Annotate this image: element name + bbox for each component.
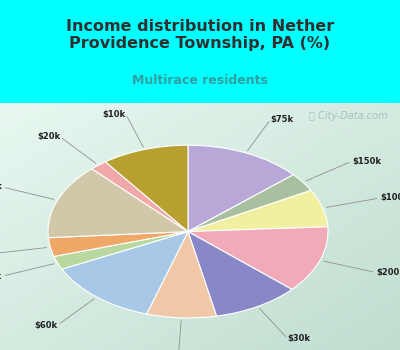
Wedge shape	[147, 232, 216, 318]
Text: $20k: $20k	[37, 132, 60, 141]
Wedge shape	[188, 232, 292, 316]
Text: Income distribution in Nether
Providence Township, PA (%): Income distribution in Nether Providence…	[66, 19, 334, 51]
Wedge shape	[188, 145, 294, 232]
Wedge shape	[105, 145, 188, 232]
Wedge shape	[92, 162, 188, 232]
Text: $30k: $30k	[288, 334, 310, 343]
Wedge shape	[62, 232, 188, 314]
Wedge shape	[54, 232, 188, 269]
Text: $100k: $100k	[380, 194, 400, 202]
Wedge shape	[48, 232, 188, 257]
Wedge shape	[188, 190, 328, 232]
Text: > $200k: > $200k	[0, 182, 2, 191]
Text: $50k: $50k	[0, 272, 2, 281]
Text: Multirace residents: Multirace residents	[132, 74, 268, 87]
Text: $10k: $10k	[103, 110, 126, 119]
Text: $75k: $75k	[271, 115, 294, 124]
Wedge shape	[188, 175, 311, 232]
Text: ⓘ City-Data.com: ⓘ City-Data.com	[309, 111, 388, 121]
Text: $200k: $200k	[376, 268, 400, 277]
Text: $150k: $150k	[352, 156, 381, 166]
Wedge shape	[188, 227, 328, 289]
Wedge shape	[48, 169, 188, 238]
Text: $60k: $60k	[34, 321, 58, 330]
